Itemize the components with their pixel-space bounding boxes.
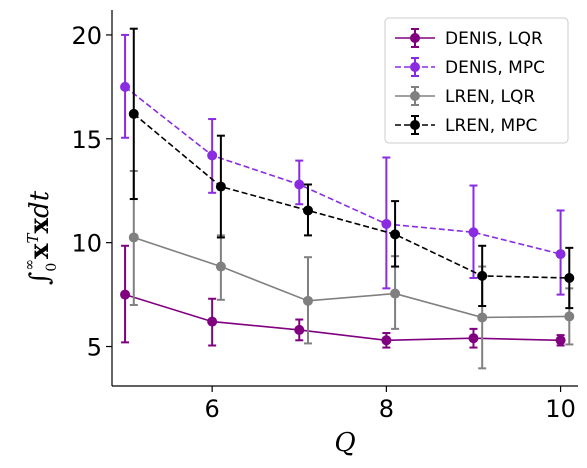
legend-marker xyxy=(410,62,420,72)
y-axis-label: ∫0∞xTxdt xyxy=(22,190,60,285)
data-point xyxy=(555,249,566,260)
data-point xyxy=(128,232,139,243)
data-point xyxy=(120,289,131,300)
x-tick-label: 6 xyxy=(205,395,220,423)
series-3 xyxy=(128,169,575,370)
legend-marker xyxy=(410,120,420,130)
series-line xyxy=(124,293,561,342)
data-point xyxy=(207,150,218,161)
data-point xyxy=(381,218,392,229)
svg-text:Q: Q xyxy=(334,428,355,458)
legend-marker xyxy=(410,33,420,43)
legend-label: DENIS, MPC xyxy=(445,58,545,78)
data-point xyxy=(294,179,305,190)
data-point xyxy=(468,333,479,344)
data-point xyxy=(564,311,575,322)
legend-label: LREN, LQR xyxy=(445,87,535,107)
y-tick-label: 15 xyxy=(71,126,102,154)
data-point xyxy=(381,335,392,346)
x-axis-label: Q xyxy=(334,428,355,458)
data-point xyxy=(564,272,575,283)
series-line xyxy=(124,86,561,255)
data-point xyxy=(207,316,218,327)
legend-label: LREN, MPC xyxy=(445,116,537,136)
data-point xyxy=(555,335,566,346)
data-point xyxy=(128,108,139,119)
series-layer xyxy=(120,27,575,370)
data-point xyxy=(468,227,479,238)
data-point xyxy=(120,81,131,92)
data-point xyxy=(294,324,305,335)
data-point xyxy=(477,270,488,281)
data-point xyxy=(477,312,488,323)
series-line xyxy=(133,113,570,279)
data-point xyxy=(215,261,226,272)
y-tick-label: 10 xyxy=(71,230,102,258)
series-4 xyxy=(128,27,575,310)
legend: DENIS, LQR DENIS, MPC LREN, LQR LREN, MPC xyxy=(384,17,569,144)
x-tick-label: 8 xyxy=(379,395,394,423)
y-tick-label: 5 xyxy=(87,334,102,362)
series-line xyxy=(133,236,570,319)
axes: 6 8 10 5 10 15 20 xyxy=(71,10,578,423)
data-point xyxy=(390,229,401,240)
svg-text:∫0∞xTxdt: ∫0∞xTxdt xyxy=(22,190,60,285)
legend-label: DENIS, LQR xyxy=(445,29,543,49)
data-point xyxy=(302,295,313,306)
data-point xyxy=(390,288,401,299)
series-2 xyxy=(120,33,566,296)
legend-box xyxy=(384,17,569,144)
data-point xyxy=(302,205,313,216)
data-point xyxy=(215,181,226,192)
x-tick-label: 10 xyxy=(545,395,576,423)
y-tick-label: 20 xyxy=(71,22,102,50)
series-1 xyxy=(120,244,566,349)
legend-marker xyxy=(410,91,420,101)
